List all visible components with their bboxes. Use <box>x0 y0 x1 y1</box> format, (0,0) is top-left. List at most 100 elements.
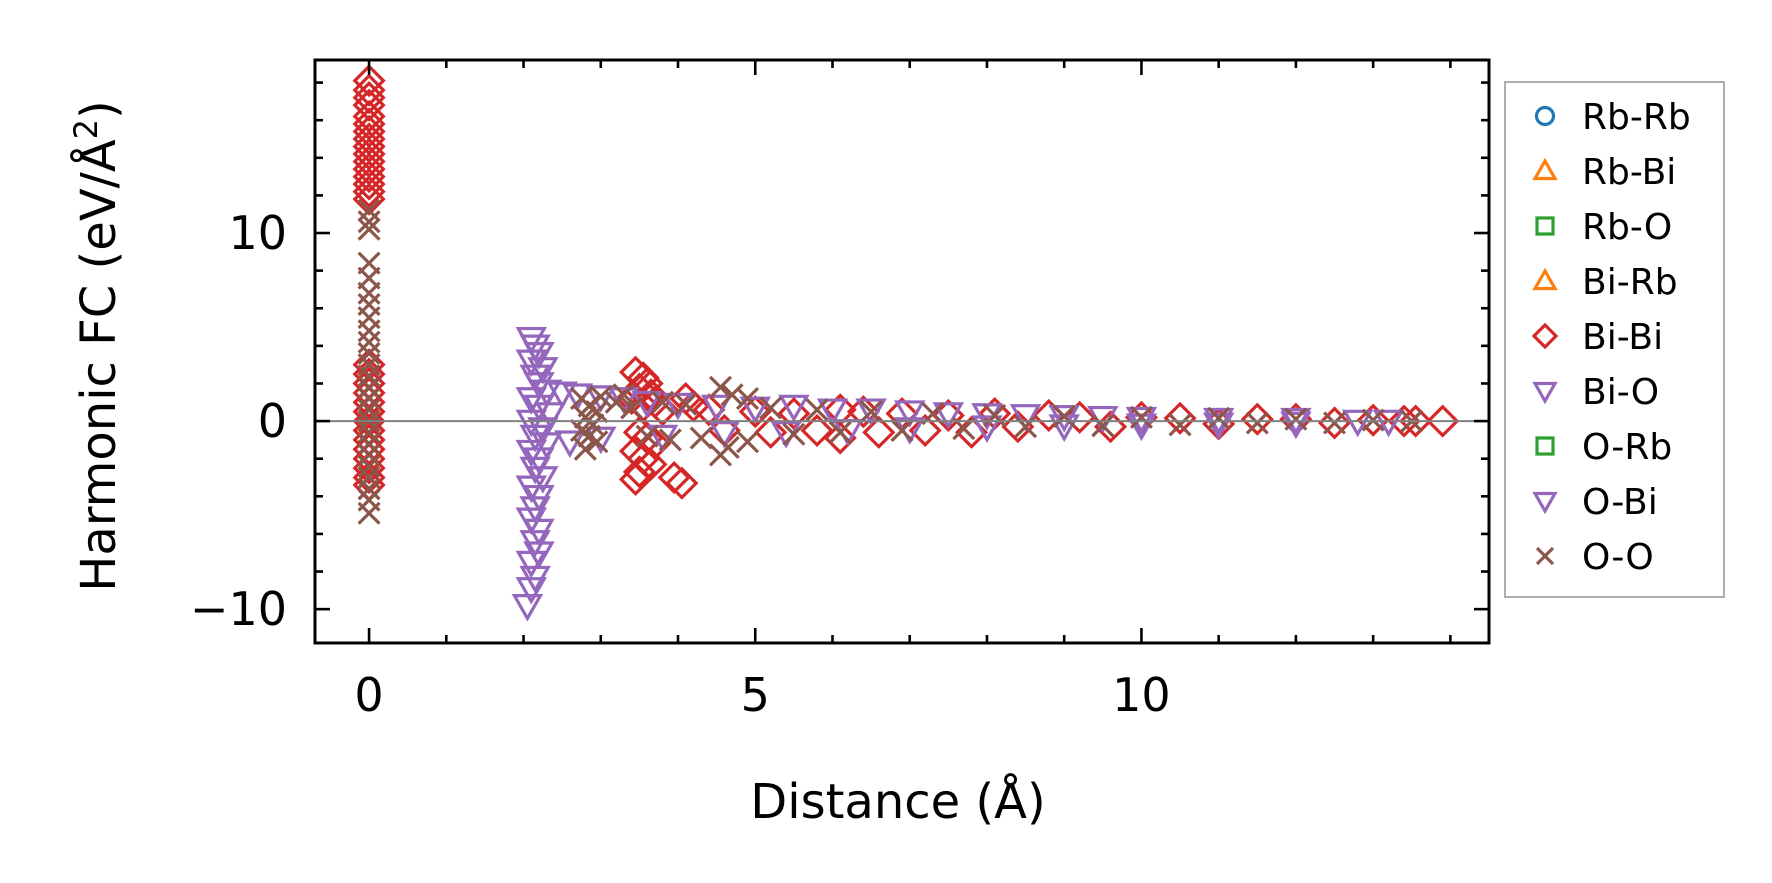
data-point <box>1091 414 1115 438</box>
plot-frame <box>313 58 1491 645</box>
data-point <box>352 64 386 98</box>
data-point <box>357 198 381 222</box>
y-tick-label: 10 <box>228 206 287 260</box>
data-point <box>527 417 559 445</box>
data-point <box>515 409 548 438</box>
data-point <box>805 398 829 422</box>
series-o-o <box>357 198 1424 525</box>
legend-marker <box>1532 267 1558 291</box>
data-point <box>1245 411 1269 435</box>
legend-entry: Bi-Bi <box>1531 317 1663 358</box>
y-tick-label: 0 <box>258 394 287 448</box>
data-point <box>689 426 713 450</box>
data-point <box>585 430 609 454</box>
data-point <box>708 421 741 449</box>
data-point <box>357 420 381 444</box>
data-point <box>352 160 386 194</box>
data-point <box>357 477 381 501</box>
data-point <box>357 465 381 490</box>
data-point <box>357 454 381 478</box>
x-tick-label: 5 <box>741 668 770 722</box>
data-point <box>890 418 914 443</box>
legend-label: Bi-Rb <box>1582 262 1678 303</box>
data-point <box>515 387 548 415</box>
data-point <box>534 402 567 430</box>
data-point <box>893 400 926 428</box>
data-point <box>859 400 883 424</box>
data-point <box>511 594 544 622</box>
data-point <box>1163 401 1197 435</box>
data-point <box>357 217 381 241</box>
data-point <box>622 455 656 489</box>
data-point <box>515 439 548 468</box>
y-tick-label: −10 <box>190 582 287 636</box>
data-point <box>357 341 381 365</box>
data-point <box>352 460 386 495</box>
legend-entry: Bi-Rb <box>1532 262 1678 303</box>
data-point <box>352 182 386 216</box>
legend-entry: Rb-Rb <box>1534 97 1691 138</box>
legend-marker <box>1535 546 1555 566</box>
data-point <box>357 398 381 422</box>
data-point <box>589 385 613 409</box>
legend-label: Rb-Bi <box>1582 152 1676 193</box>
legend-marker <box>1532 491 1558 515</box>
data-point <box>1356 403 1390 437</box>
data-point <box>983 403 1007 427</box>
data-point <box>352 88 386 122</box>
ticks-layer: 0 5 10 −10 0 10 <box>190 60 1489 722</box>
data-point <box>754 415 788 449</box>
data-point <box>585 400 609 424</box>
data-point <box>357 386 381 411</box>
data-point <box>352 81 386 115</box>
data-point <box>352 175 386 209</box>
data-point <box>357 330 381 354</box>
data-point <box>855 398 887 427</box>
legend-label: O-O <box>1582 537 1654 578</box>
data-point <box>1240 402 1274 436</box>
data-point <box>777 396 811 431</box>
data-point <box>823 421 857 455</box>
data-point <box>357 501 381 525</box>
data-point <box>519 424 551 453</box>
data-point <box>515 577 548 605</box>
data-point <box>1168 413 1192 437</box>
x-axis-label: Distance (Å) <box>750 773 1045 830</box>
data-point <box>523 342 555 370</box>
legend-entry: Rb-Bi <box>1532 152 1676 193</box>
data-point <box>554 430 586 458</box>
data-point <box>515 349 548 378</box>
legend-items: Rb-Rb Rb-Bi Rb-O Bi-Rb Bi-Bi Bi-O O-Rb O-Bi O-O <box>1531 97 1691 578</box>
plot-frame-layer <box>313 58 1491 645</box>
data-point <box>1014 415 1038 439</box>
data-point <box>357 319 381 343</box>
data-point <box>1284 407 1308 431</box>
data-point <box>523 541 555 569</box>
legend-label: O-Rb <box>1582 427 1672 468</box>
data-point <box>352 73 386 107</box>
legend-entry: Rb-O <box>1535 207 1672 248</box>
data-point <box>515 550 548 579</box>
legend-marker <box>1535 216 1555 236</box>
data-point <box>357 353 381 377</box>
data-point <box>515 475 548 504</box>
data-point <box>700 394 733 423</box>
data-point <box>1129 405 1153 429</box>
data-point <box>932 402 965 430</box>
x-tick-label: 0 <box>354 668 383 722</box>
data-point <box>816 398 849 427</box>
data-point <box>631 390 663 419</box>
data-point <box>1048 405 1080 433</box>
x-tick-label: 10 <box>1112 668 1171 722</box>
data-point <box>530 432 563 460</box>
legend-marker <box>1532 381 1558 405</box>
data-point <box>735 386 760 411</box>
data-point <box>527 466 559 494</box>
data-point <box>674 392 698 416</box>
data-point <box>716 435 740 459</box>
data-point <box>635 424 659 448</box>
data-point <box>1372 409 1405 438</box>
legend: Rb-Rb Rb-Bi Rb-O Bi-Rb Bi-Bi Bi-O O-Rb O-Bi O-O <box>1504 81 1725 598</box>
data-point <box>1317 406 1352 440</box>
data-point <box>651 390 675 414</box>
